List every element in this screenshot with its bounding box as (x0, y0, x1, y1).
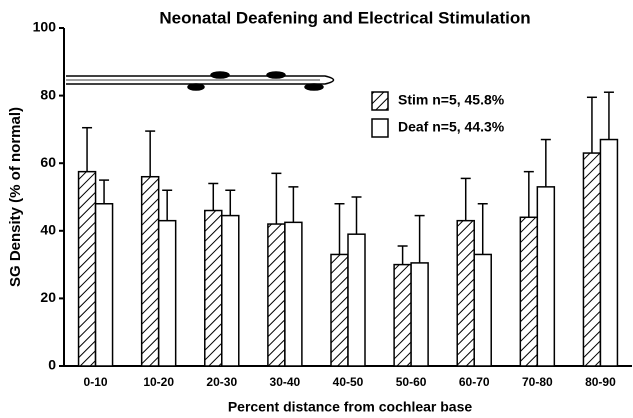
x-axis-label: Percent distance from cochlear base (228, 399, 473, 415)
y-tick-label: 0 (48, 357, 56, 373)
y-tick-label: 100 (33, 19, 57, 35)
bar (348, 234, 365, 366)
legend-label: Stim n=5, 45.8% (398, 92, 505, 108)
chart: Neonatal Deafening and Electrical Stimul… (0, 0, 633, 418)
bar (159, 221, 176, 366)
bar (268, 224, 285, 366)
y-axis-label: SG Density (% of normal) (7, 107, 24, 287)
y-tick-label: 40 (40, 222, 56, 238)
bar (457, 221, 474, 366)
legend-swatch (372, 119, 388, 137)
x-tick-label: 50-60 (396, 375, 427, 389)
y-tick-label: 20 (40, 289, 56, 305)
bar (96, 204, 113, 366)
bar (222, 216, 239, 366)
x-tick-label: 30-40 (270, 375, 301, 389)
chart-title: Neonatal Deafening and Electrical Stimul… (159, 8, 530, 27)
legend-swatch (372, 92, 388, 110)
x-tick-label: 10-20 (143, 375, 174, 389)
bar (411, 263, 428, 366)
bar (474, 254, 491, 366)
bar (285, 222, 302, 366)
x-tick-label: 80-90 (585, 375, 616, 389)
bar (583, 153, 600, 366)
electrode-illustration (66, 72, 334, 90)
x-tick-label: 20-30 (206, 375, 237, 389)
x-tick-label: 60-70 (459, 375, 490, 389)
y-tick-label: 60 (40, 154, 56, 170)
x-tick-label: 70-80 (522, 375, 553, 389)
x-tick-label: 0-10 (84, 375, 108, 389)
bar (600, 140, 617, 366)
y-tick-label: 80 (40, 86, 56, 102)
bar (537, 187, 554, 366)
bar (79, 172, 96, 366)
bar (394, 265, 411, 366)
bar (520, 217, 537, 366)
bar (331, 254, 348, 366)
x-tick-label: 40-50 (333, 375, 364, 389)
bar (142, 177, 159, 366)
legend-label: Deaf n=5, 44.3% (398, 119, 505, 135)
bar (205, 211, 222, 366)
